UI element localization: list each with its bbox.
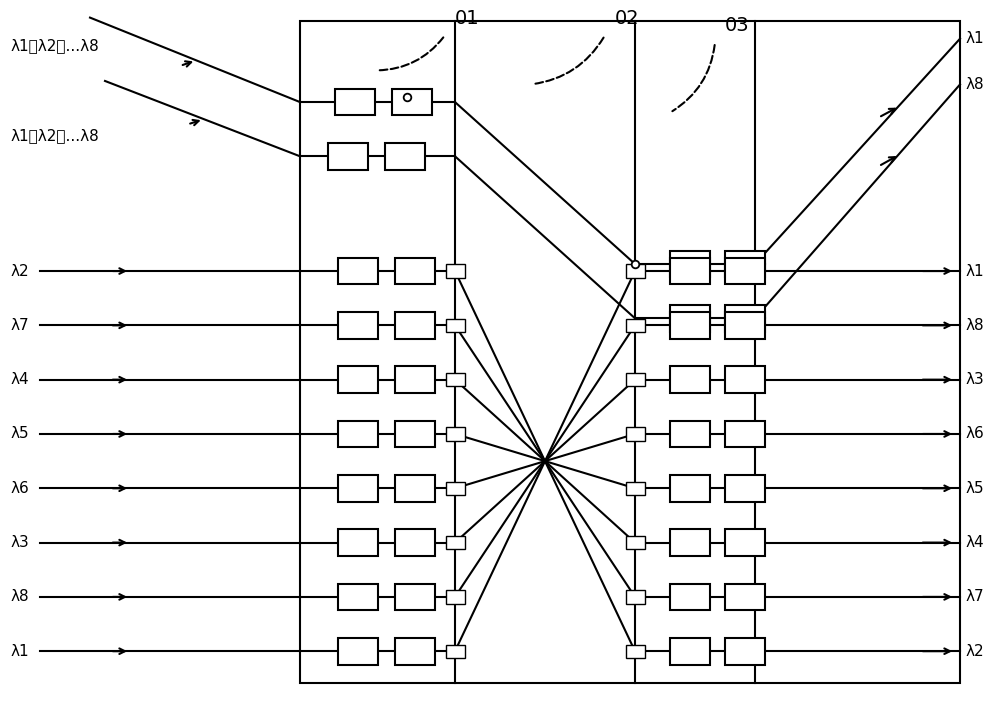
Text: λ7: λ7: [10, 318, 29, 333]
Text: λ4: λ4: [10, 372, 29, 387]
Bar: [725, 312, 765, 339]
Text: λ8: λ8: [10, 589, 29, 605]
Bar: [395, 258, 435, 284]
Bar: [670, 251, 710, 277]
Bar: [338, 529, 378, 556]
Bar: [725, 420, 765, 447]
Bar: [446, 536, 464, 549]
Bar: [670, 475, 710, 502]
Text: λ1: λ1: [10, 643, 29, 659]
Bar: [446, 427, 464, 441]
Bar: [670, 584, 710, 610]
Bar: [670, 305, 710, 332]
Bar: [395, 366, 435, 393]
Bar: [446, 373, 464, 386]
Bar: [626, 645, 644, 658]
Bar: [395, 584, 435, 610]
Bar: [626, 482, 644, 495]
Bar: [725, 258, 765, 284]
Text: λ1、λ2、...λ8: λ1、λ2、...λ8: [10, 127, 99, 143]
Text: λ3: λ3: [10, 535, 29, 550]
Bar: [338, 475, 378, 502]
Bar: [338, 312, 378, 339]
Bar: [626, 536, 644, 549]
Bar: [725, 251, 765, 277]
Bar: [725, 584, 765, 610]
Bar: [626, 427, 644, 441]
Text: λ3: λ3: [965, 372, 984, 387]
Text: λ6: λ6: [965, 427, 984, 441]
Bar: [670, 638, 710, 665]
Bar: [725, 475, 765, 502]
Bar: [395, 420, 435, 447]
Text: λ1: λ1: [965, 263, 984, 279]
Text: λ8: λ8: [965, 318, 984, 333]
Bar: [626, 264, 644, 277]
Bar: [626, 373, 644, 386]
Bar: [335, 89, 375, 115]
Bar: [395, 475, 435, 502]
Bar: [392, 89, 432, 115]
Bar: [338, 258, 378, 284]
Bar: [328, 143, 368, 170]
Bar: [446, 319, 464, 332]
Bar: [446, 264, 464, 277]
Bar: [446, 482, 464, 495]
Text: λ5: λ5: [10, 427, 29, 441]
Bar: [300, 21, 960, 683]
Bar: [338, 638, 378, 665]
Bar: [725, 638, 765, 665]
Bar: [338, 584, 378, 610]
Bar: [670, 258, 710, 284]
Bar: [338, 420, 378, 447]
Bar: [626, 590, 644, 603]
Bar: [670, 420, 710, 447]
Text: λ6: λ6: [10, 481, 29, 496]
Bar: [725, 366, 765, 393]
Text: 03: 03: [725, 16, 750, 35]
Text: λ5: λ5: [965, 481, 984, 496]
Bar: [725, 529, 765, 556]
Text: 02: 02: [615, 9, 640, 28]
Bar: [446, 645, 464, 658]
Text: λ7: λ7: [965, 589, 984, 605]
Bar: [670, 529, 710, 556]
Text: 01: 01: [455, 9, 480, 28]
Text: λ1: λ1: [965, 31, 984, 46]
Text: λ8: λ8: [965, 77, 984, 92]
Text: λ2: λ2: [10, 263, 29, 279]
Bar: [395, 312, 435, 339]
Text: λ4: λ4: [965, 535, 984, 550]
Bar: [725, 305, 765, 332]
Bar: [385, 143, 425, 170]
Text: λ1、λ2、...λ8: λ1、λ2、...λ8: [10, 38, 99, 54]
Bar: [670, 366, 710, 393]
Bar: [395, 529, 435, 556]
Text: λ2: λ2: [965, 643, 984, 659]
Bar: [395, 638, 435, 665]
Bar: [338, 366, 378, 393]
Bar: [626, 319, 644, 332]
Bar: [446, 590, 464, 603]
Bar: [670, 312, 710, 339]
